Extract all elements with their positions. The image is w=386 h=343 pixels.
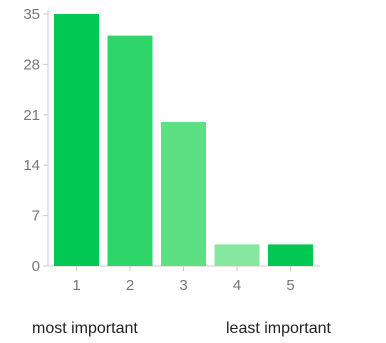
bar-3 bbox=[161, 122, 206, 266]
x-axis: 1 2 3 4 5 bbox=[48, 265, 320, 294]
bar-5 bbox=[268, 244, 313, 266]
x-tick-label: 4 bbox=[233, 277, 241, 294]
y-tick-label: 35 bbox=[23, 6, 40, 23]
y-tick-label: 21 bbox=[23, 107, 40, 124]
x-tick-label: 2 bbox=[126, 277, 134, 294]
y-tick-label: 28 bbox=[23, 56, 40, 73]
bar-1 bbox=[54, 14, 99, 266]
bar-4 bbox=[214, 244, 260, 266]
caption-least-important: least important bbox=[226, 320, 331, 337]
y-tick-label: 14 bbox=[23, 157, 40, 174]
bar-2 bbox=[107, 35, 153, 266]
x-tick-label: 1 bbox=[72, 277, 80, 294]
x-tick-label: 5 bbox=[286, 277, 294, 294]
y-axis: 0 7 14 21 28 35 bbox=[23, 6, 49, 275]
x-tick-label: 3 bbox=[179, 277, 187, 294]
y-tick-label: 7 bbox=[32, 208, 40, 225]
bars-group bbox=[54, 14, 313, 266]
y-tick-label: 0 bbox=[32, 258, 40, 275]
caption-most-important: most important bbox=[32, 320, 138, 337]
